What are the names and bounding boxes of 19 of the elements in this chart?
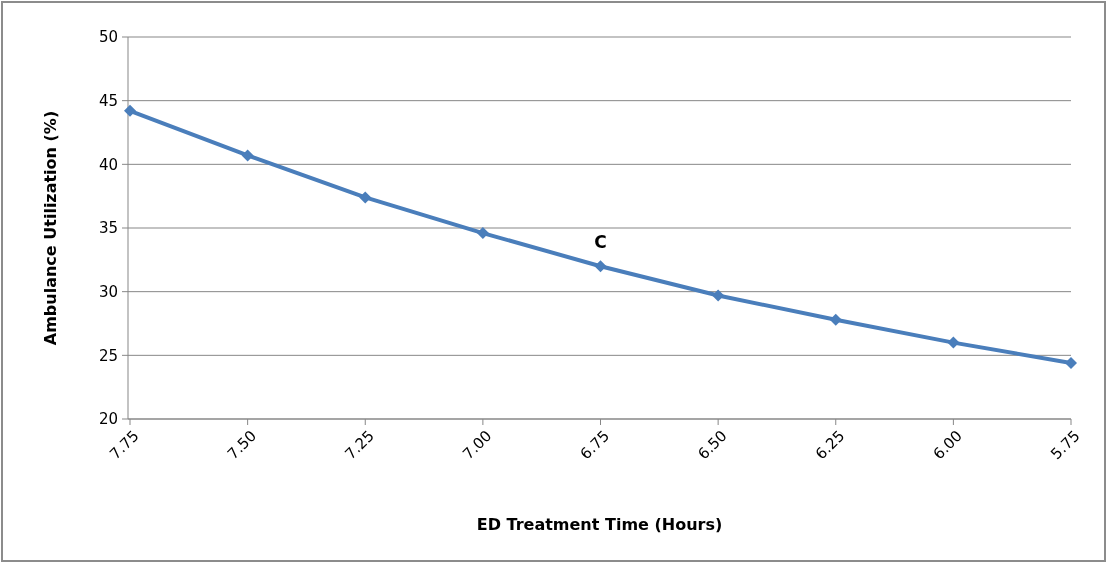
point — [1065, 356, 1077, 369]
point — [947, 336, 960, 349]
y-tick-label: 40 — [98, 155, 118, 174]
point — [124, 104, 136, 117]
y-tick-label: 30 — [98, 282, 118, 301]
point — [241, 149, 254, 162]
point — [476, 227, 489, 240]
point — [359, 191, 372, 204]
y-tick-label: 35 — [98, 219, 118, 238]
annotation: C — [594, 232, 607, 253]
point — [712, 289, 725, 302]
y-axis-title: Ambulance Utilization (%) — [41, 110, 60, 346]
y-tick-label: 20 — [98, 410, 118, 429]
y-tick-label: 45 — [98, 91, 118, 110]
point — [594, 260, 607, 273]
x-axis-title: ED Treatment Time (Hours) — [476, 515, 723, 534]
point — [829, 313, 842, 326]
y-tick-label: 50 — [98, 28, 118, 47]
y-tick-label: 25 — [98, 346, 118, 365]
